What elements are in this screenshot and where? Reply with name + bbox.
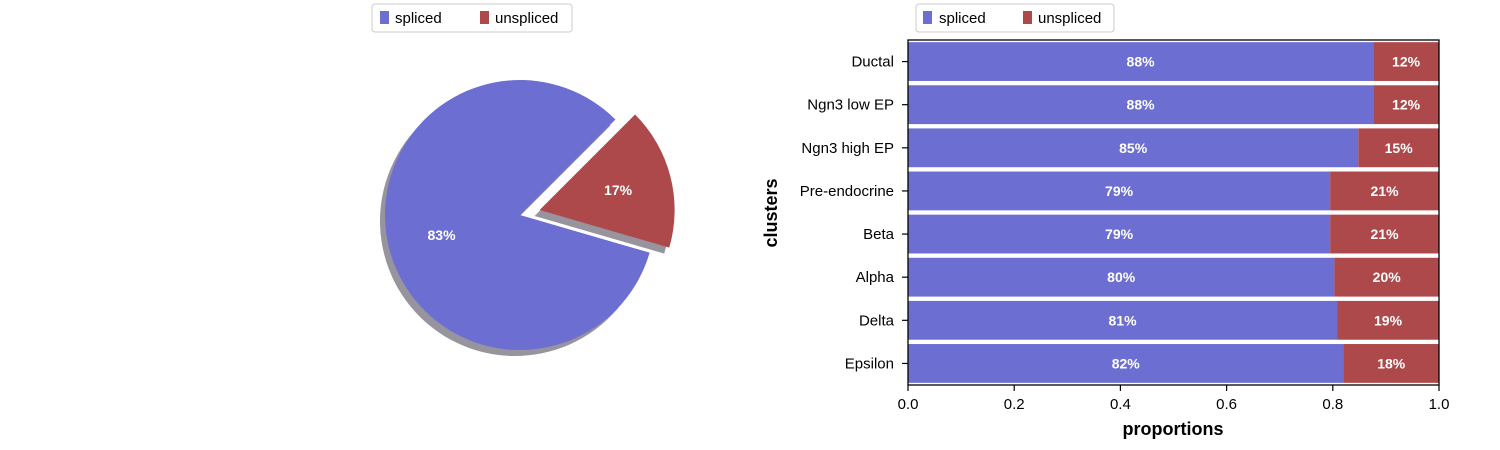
bar-label-unspliced: 12% — [1392, 54, 1421, 70]
plot-frame — [907, 39, 1440, 386]
x-tick-label: 0.6 — [1216, 396, 1237, 413]
bar-legend: spliced unspliced — [915, 3, 1115, 33]
bar-spliced — [908, 42, 1374, 81]
pie-legend-label-unspliced: unspliced — [495, 10, 558, 27]
pie-legend-label-spliced: spliced — [395, 10, 442, 27]
bar-xtick-labels: 0.0 0.2 0.4 0.6 0.8 1.0 — [898, 396, 1450, 413]
bar-chart: spliced unspliced 88% 12% 88% 12% 85% 15% 79% 2… — [761, 3, 1450, 439]
y-tick-label: Epsilon — [845, 355, 894, 372]
pie-legend: spliced unspliced — [371, 3, 573, 33]
pie-label-spliced: 83% — [428, 227, 457, 243]
bar-spliced — [908, 300, 1338, 340]
bar-unspliced — [1373, 42, 1439, 81]
bar-label-unspliced: 21% — [1371, 226, 1400, 242]
bar-label-unspliced: 19% — [1374, 312, 1403, 328]
bar-unspliced — [1330, 214, 1439, 254]
bar-value-labels: 88% 12% 88% 12% 85% 15% 79% 21% 79% 21% 80% 20% 81% 1… — [1105, 54, 1421, 372]
bar-label-unspliced: 12% — [1392, 97, 1421, 113]
bar-legend-label-spliced: spliced — [939, 10, 986, 27]
bar-unspliced — [1358, 128, 1439, 168]
bar-label-unspliced: 21% — [1371, 183, 1400, 199]
bar-unspliced — [1330, 171, 1439, 211]
pie-labels: 83% 17% — [428, 182, 633, 243]
x-axis-title: proportions — [1123, 419, 1224, 439]
bar-unspliced — [1373, 85, 1439, 125]
bar-label-unspliced: 18% — [1377, 355, 1406, 371]
y-tick-label: Ngn3 low EP — [807, 97, 894, 114]
y-tick-label: Beta — [863, 226, 895, 243]
bar-label-unspliced: 20% — [1373, 269, 1402, 285]
bar-label-spliced: 81% — [1109, 312, 1138, 328]
bar-label-spliced: 88% — [1127, 97, 1156, 113]
y-tick-label: Ngn3 high EP — [801, 140, 894, 157]
y-tick-label: Ductal — [851, 54, 894, 71]
pie-slice-unspliced — [539, 114, 675, 248]
pie-legend-swatch-unspliced — [480, 11, 489, 24]
bar-label-spliced: 79% — [1105, 183, 1134, 199]
y-tick-label: Delta — [859, 312, 895, 329]
y-axis-title: clusters — [761, 178, 781, 247]
bar-axes — [902, 39, 1440, 391]
bar-label-unspliced: 15% — [1385, 140, 1414, 156]
pie-slice-spliced — [384, 79, 650, 350]
x-tick-label: 1.0 — [1429, 396, 1450, 413]
x-tick-label: 0.8 — [1322, 396, 1343, 413]
bar-label-spliced: 82% — [1112, 355, 1141, 371]
bar-spliced — [908, 85, 1374, 125]
x-tick-label: 0.4 — [1110, 396, 1131, 413]
pie-legend-frame — [371, 3, 573, 33]
pie-slices — [384, 79, 675, 350]
bar-unspliced — [1337, 300, 1439, 340]
x-tick-label: 0.0 — [898, 396, 919, 413]
pie-legend-swatch-spliced — [380, 11, 389, 24]
bar-unspliced — [1343, 344, 1439, 383]
bar-legend-swatch-unspliced — [1023, 11, 1032, 24]
bar-spliced — [908, 171, 1331, 211]
bar-label-spliced: 79% — [1105, 226, 1134, 242]
bar-unspliced — [1334, 257, 1439, 297]
bar-spliced — [908, 214, 1331, 254]
y-tick-label: Pre-endocrine — [800, 183, 894, 200]
bar-legend-label-unspliced: unspliced — [1038, 10, 1101, 27]
y-tick-label: Alpha — [856, 269, 895, 286]
bar-label-spliced: 80% — [1107, 269, 1136, 285]
pie-label-unspliced: 17% — [604, 182, 633, 198]
bar-ytick-labels: Ductal Ngn3 low EP Ngn3 high EP Pre-endocri… — [800, 54, 895, 373]
x-tick-label: 0.2 — [1004, 396, 1025, 413]
bar-legend-swatch-spliced — [923, 11, 932, 24]
bar-spliced — [908, 128, 1359, 168]
bar-label-spliced: 85% — [1119, 140, 1148, 156]
bar-legend-frame — [915, 3, 1115, 33]
bar-label-spliced: 88% — [1127, 54, 1156, 70]
bar-spliced — [908, 257, 1335, 297]
pie-chart: spliced unspliced 83% 17% — [371, 3, 675, 356]
bars — [908, 42, 1439, 383]
bar-spliced — [908, 344, 1344, 383]
